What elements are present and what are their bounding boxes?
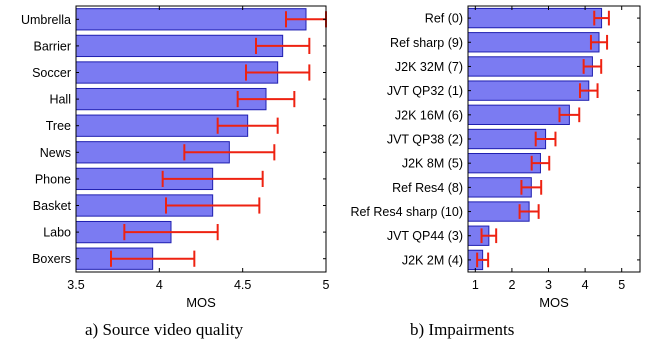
bar — [75, 34, 284, 58]
category-label: Tree — [46, 119, 71, 133]
x-tick-label: 3.5 — [67, 278, 84, 292]
bar — [467, 80, 590, 101]
plot-frame — [467, 5, 641, 273]
category-label: J2K 32M (7) — [395, 60, 463, 74]
category-label: Boxers — [32, 252, 71, 266]
x-tick-label: 2 — [508, 278, 515, 292]
plot-frame — [75, 5, 327, 273]
caption-source-video-quality: a) Source video quality — [85, 320, 244, 339]
x-tick-label: 3 — [545, 278, 552, 292]
category-label: Ref sharp (9) — [390, 36, 463, 50]
category-label: Phone — [35, 172, 71, 186]
bar — [467, 32, 600, 53]
x-tick-label: 1 — [472, 278, 479, 292]
category-label: J2K 2M (4) — [402, 253, 463, 267]
caption-impairments: b) Impairments — [410, 320, 515, 339]
x-tick-label: 4 — [156, 278, 163, 292]
category-label: J2K 16M (6) — [395, 108, 463, 122]
x-axis-label: MOS — [186, 295, 216, 310]
category-label: Barrier — [33, 39, 71, 53]
category-label: Labo — [43, 226, 71, 240]
category-label: JVT QP44 (3) — [387, 229, 463, 243]
x-tick-label: 5 — [323, 278, 330, 292]
category-label: Ref Res4 sharp (10) — [350, 205, 463, 219]
bar — [75, 8, 307, 31]
x-axis-label: MOS — [539, 295, 569, 310]
category-label: J2K 8M (5) — [402, 157, 463, 171]
x-tick-label: 4.5 — [234, 278, 251, 292]
category-label: Soccer — [32, 66, 71, 80]
x-tick-label: 4 — [582, 278, 589, 292]
bar — [467, 153, 541, 174]
category-label: Hall — [49, 93, 71, 107]
bar — [467, 128, 547, 150]
category-label: Umbrella — [21, 13, 71, 27]
category-label: JVT QP38 (2) — [387, 133, 463, 147]
category-label: Ref (0) — [425, 12, 463, 26]
chart-source-video-quality: Umbrella Barrier Soccer Hall Tree News Phone Ba… — [21, 5, 330, 310]
category-label: Ref Res4 (8) — [392, 181, 463, 195]
bar — [467, 56, 593, 77]
chart-impairments: Ref (0) Ref sharp (9) J2K 32M (7) JVT QP32 … — [350, 5, 641, 310]
bar — [467, 104, 570, 125]
category-label: News — [40, 146, 71, 160]
category-label: Basket — [33, 199, 72, 213]
x-tick-label: 5 — [618, 278, 625, 292]
bar — [467, 7, 603, 29]
category-label: JVT QP32 (1) — [387, 84, 463, 98]
